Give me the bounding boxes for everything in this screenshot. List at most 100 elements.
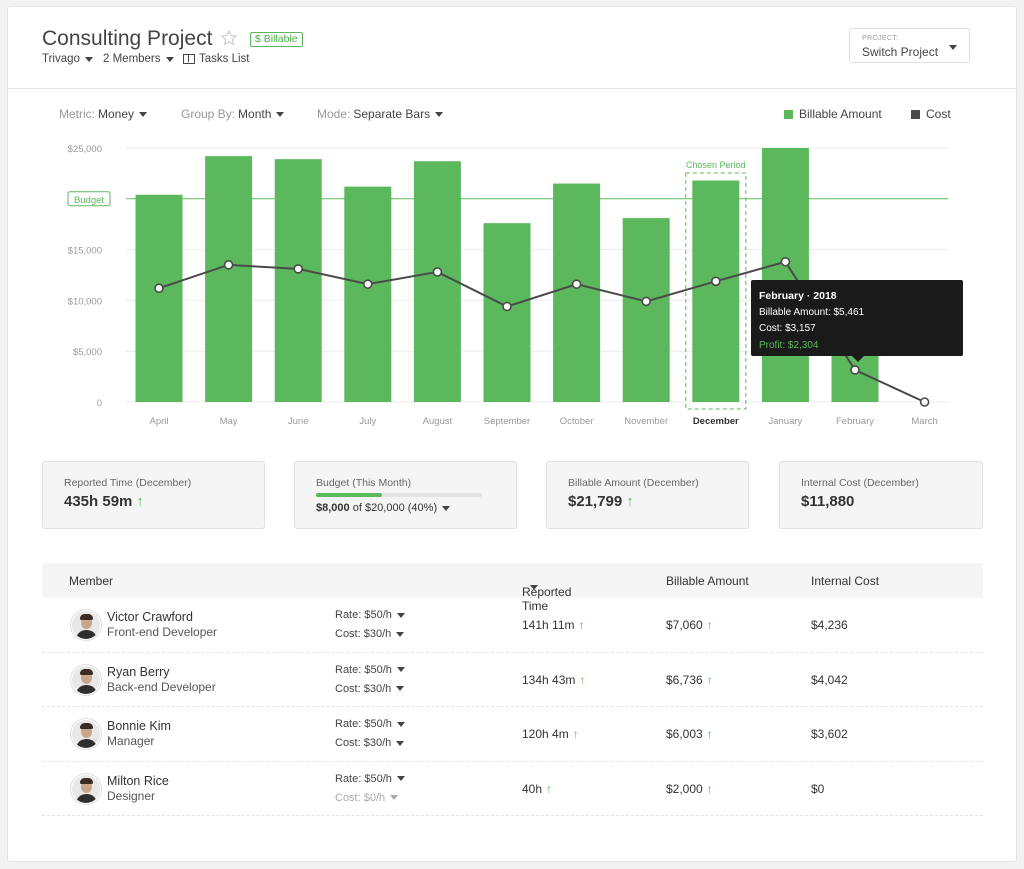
internal-cost-cell: $3,602 [811, 727, 848, 741]
project-header: Consulting Project $ Billable Trivago 2 … [8, 7, 1018, 89]
arrow-up-icon: ↑ [626, 493, 634, 510]
budget-label-box [67, 191, 111, 207]
mode-select[interactable]: Mode: Separate Bars [317, 107, 444, 121]
billable-amount-value: $6,736 [666, 672, 703, 687]
legend-billable[interactable]: Billable Amount [784, 107, 882, 121]
tooltip-profit: Profit: $2,304 [759, 339, 819, 351]
chart-bar [135, 194, 183, 402]
chart-bar [344, 186, 392, 402]
avatar [71, 610, 101, 640]
avatar-hair [80, 614, 93, 620]
cost-point [293, 264, 304, 274]
budget-dropdown[interactable]: $8,000 of $20,000 (40%) [316, 502, 451, 514]
metric-value: Money [98, 107, 135, 121]
table-row[interactable]: Ryan Berry Back-end Developer Rate: $50/h C… [42, 653, 983, 707]
cost-point [710, 276, 721, 287]
rate-label: Rate: $50/h [335, 663, 392, 676]
cost-rate-dropdown[interactable]: Cost: $30/h [335, 683, 405, 695]
cost-point [154, 283, 164, 294]
billable-cost-chart: $25,000 $15,000 $10,000 $5,000 0 Budget Chosen… [67, 144, 948, 427]
table-row[interactable]: Milton Rice Designer Rate: $50/h Cost: $0/h… [42, 762, 983, 816]
rate-dropdown[interactable]: Rate: $50/h [335, 773, 405, 785]
rate-dropdown[interactable]: Rate: $50/h [335, 718, 405, 730]
tasks-list-link[interactable]: Tasks List [183, 53, 250, 65]
chevron-down-icon [396, 612, 405, 618]
avatar-hair [80, 777, 93, 784]
stat-reported-time: Reported Time (December) 435h 59m ↑ [42, 461, 265, 529]
chart-bar [622, 218, 670, 402]
cost-rate-label: Cost: $30/h [335, 628, 392, 640]
cost-line [158, 260, 926, 403]
reported-time-value: 134h 43m [522, 672, 576, 687]
member-name: Bonnie Kim [107, 719, 171, 733]
reported-time-cell: 120h 4m ↑ [522, 727, 579, 741]
star-icon[interactable] [220, 29, 238, 47]
chevron-down-icon [396, 686, 405, 691]
y-tick-label: $25,000 [68, 144, 102, 155]
members-dropdown[interactable]: 2 Members [103, 53, 174, 65]
metric-select[interactable]: Metric: Money [59, 107, 148, 121]
stat-label: Reported Time (December) [64, 477, 192, 489]
legend-cost-label: Cost [926, 107, 951, 121]
client-dropdown[interactable]: Trivago [42, 53, 93, 65]
chevron-down-icon [435, 111, 444, 117]
avatar [71, 664, 101, 695]
table-row[interactable]: Victor Crawford Front-end Developer Rate: … [42, 598, 983, 653]
stat-billable-amount: Billable Amount (December) $21,799 ↑ [546, 461, 749, 529]
x-tick-label: January [768, 416, 802, 427]
x-tick-label: November [624, 416, 668, 427]
cost-rate-dropdown[interactable]: Cost: $30/h [335, 737, 405, 749]
x-tick-label: March [911, 416, 937, 427]
reported-time-value: 141h 11m [522, 618, 575, 632]
stat-label: Internal Cost (December) [801, 477, 919, 489]
switch-project-select[interactable]: PROJECT: Switch Project [849, 28, 970, 63]
legend-cost[interactable]: Cost [911, 107, 951, 121]
chart-bar [413, 161, 461, 402]
table-body: Victor Crawford Front-end Developer Rate: … [42, 598, 983, 816]
arrow-up-icon: ↑ [706, 727, 713, 741]
stat-value: $21,799 ↑ [568, 493, 634, 510]
billable-badge: $ Billable [250, 32, 303, 47]
y-tick-label: $5,000 [73, 347, 102, 358]
arrow-up-icon: ↑ [706, 618, 713, 632]
client-label: Trivago [42, 53, 80, 65]
stat-label: Budget (This Month) [316, 477, 412, 489]
avatar-body [76, 739, 97, 748]
tooltip-cost: Cost: $3,157 [759, 323, 816, 334]
mode-label: Mode: [317, 107, 351, 121]
budget-label: Budget [74, 195, 104, 206]
chevron-down-icon [396, 667, 405, 672]
column-member: Member [69, 574, 114, 588]
cost-rate-dropdown[interactable]: Cost: $30/h [335, 628, 405, 640]
chart-bar [761, 148, 809, 402]
column-internal-cost: Internal Cost [811, 574, 880, 588]
members-table: Member Reported Time Billable Amount Int… [42, 563, 983, 816]
member-role: Designer [107, 788, 156, 803]
billable-amount-value: $7,060 [666, 618, 703, 632]
cost-point [850, 365, 860, 375]
cost-rate-dropdown[interactable]: Cost: $0/h [335, 791, 399, 804]
budget-used: $8,000 [316, 502, 350, 514]
legend-swatch-billable [784, 109, 793, 119]
rate-dropdown[interactable]: Rate: $50/h [335, 664, 405, 676]
billable-amount-cell: $7,060 ↑ [666, 618, 713, 632]
chevron-down-icon [396, 721, 405, 727]
avatar-hair [80, 723, 93, 729]
avatar-body [76, 630, 97, 639]
x-tick-label: April [149, 416, 168, 427]
billable-amount-cell: $6,003 ↑ [666, 727, 713, 741]
budget-progress-fill [316, 493, 383, 497]
member-name: Victor Crawford [107, 610, 193, 624]
arrow-up-icon: ↑ [706, 781, 713, 796]
cost-rate-label: Cost: $0/h [335, 791, 386, 804]
table-row[interactable]: Bonnie Kim Manager Rate: $50/h Cost: $30/h 1… [42, 707, 983, 762]
rate-dropdown[interactable]: Rate: $50/h [335, 609, 405, 621]
mode-value: Separate Bars [353, 107, 431, 121]
chevron-down-icon [396, 631, 405, 637]
group-by-select[interactable]: Group By: Month [181, 107, 285, 121]
budget-rest: of $20,000 (40%) [352, 502, 438, 514]
billable-amount-cell: $2,000 ↑ [666, 782, 713, 796]
x-tick-label: August [423, 416, 453, 427]
rate-label: Rate: $50/h [335, 718, 392, 730]
cost-point [502, 301, 512, 312]
